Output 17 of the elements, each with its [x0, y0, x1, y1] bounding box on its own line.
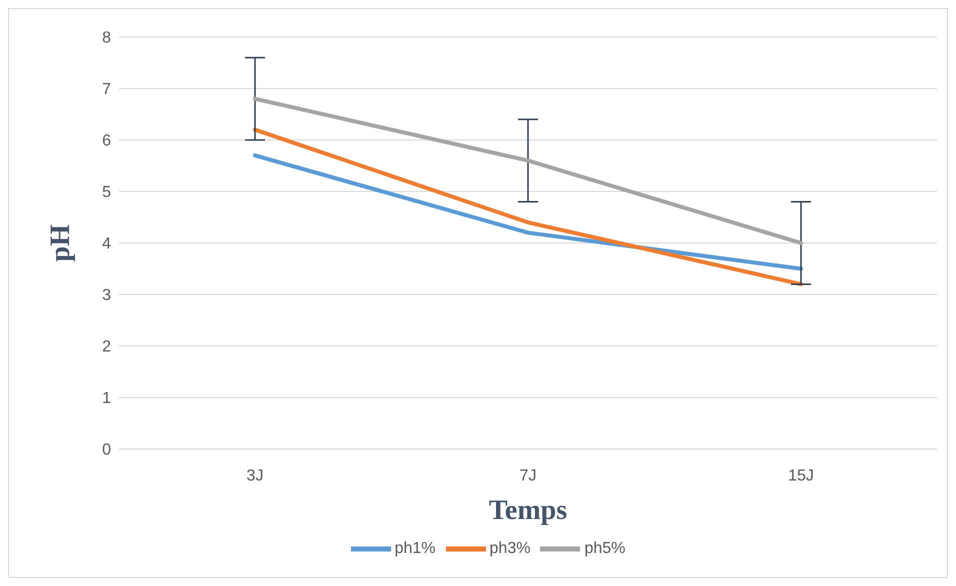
y-tick-label: 1	[102, 390, 112, 408]
legend-label: ph1%	[394, 540, 436, 558]
legend-label: ph5%	[584, 540, 626, 558]
y-tick-label: 7	[102, 81, 112, 98]
x-tick-label: 3J	[246, 467, 264, 484]
legend-label: ph3%	[490, 540, 530, 558]
x-axis-title: Temps	[488, 495, 568, 526]
x-tick-label: 15J	[788, 467, 814, 484]
x-tick-label: 7J	[520, 467, 536, 484]
y-tick-label: 8	[102, 30, 112, 47]
y-tick-label: 2	[102, 338, 112, 356]
y-tick-label: 0	[102, 442, 112, 459]
y-tick-label: 5	[102, 184, 112, 202]
y-tick-label: 4	[102, 236, 112, 253]
y-axis-title: pH	[44, 224, 76, 262]
y-tick-label: 6	[102, 132, 112, 150]
y-tick-label: 3	[102, 287, 112, 304]
